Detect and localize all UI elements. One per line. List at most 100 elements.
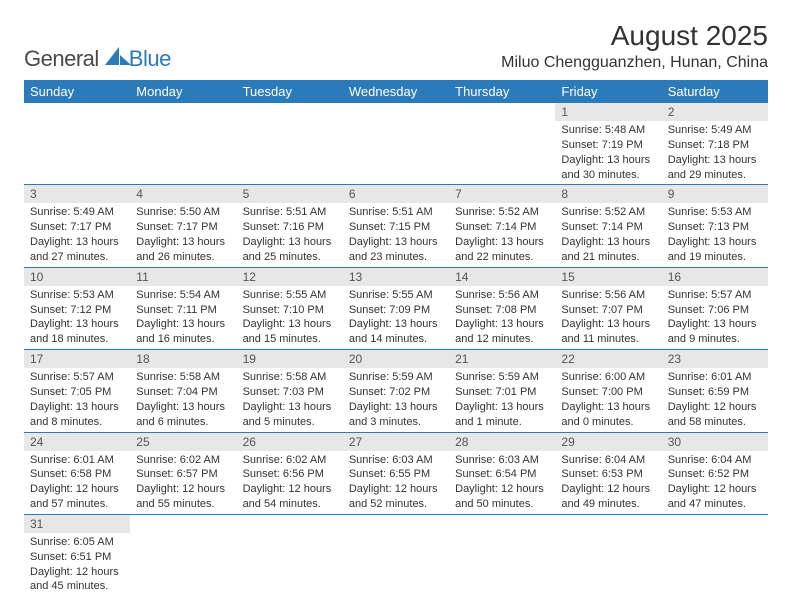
sunrise-text: Sunrise: 5:53 AM xyxy=(30,288,124,303)
day-number: 26 xyxy=(237,433,343,451)
calendar-cell: 22 Sunrise: 6:00 AMSunset: 7:00 PMDayligh… xyxy=(555,350,661,432)
day-number: 27 xyxy=(343,433,449,451)
day-number: 6 xyxy=(343,185,449,203)
location: Miluo Chengguanzhen, Hunan, China xyxy=(501,54,768,72)
calendar-cell: 30Sunrise: 6:04 AMSunset: 6:52 PMDayligh… xyxy=(662,432,768,514)
daylight-text: Daylight: 13 hours and 0 minutes. xyxy=(561,400,655,430)
day-number: 2 xyxy=(662,103,768,121)
daylight-text: Daylight: 12 hours and 45 minutes. xyxy=(30,565,124,595)
sunrise-text: Sunrise: 6:00 AM xyxy=(561,370,655,385)
day-details: Sunrise: 6:03 AMSunset: 6:55 PMDaylight:… xyxy=(343,451,449,514)
sunset-text: Sunset: 7:19 PM xyxy=(561,138,655,153)
weekday-header: Sunday xyxy=(24,80,130,103)
calendar-cell: 29Sunrise: 6:04 AMSunset: 6:53 PMDayligh… xyxy=(555,432,661,514)
daylight-text: Daylight: 13 hours and 26 minutes. xyxy=(136,235,230,265)
sunset-text: Sunset: 7:15 PM xyxy=(349,220,443,235)
day-details: Sunrise: 5:52 AMSunset: 7:14 PMDaylight:… xyxy=(449,203,555,266)
sunset-text: Sunset: 7:06 PM xyxy=(668,303,762,318)
day-number: 4 xyxy=(130,185,236,203)
day-details: Sunrise: 5:53 AMSunset: 7:12 PMDaylight:… xyxy=(24,286,130,349)
calendar-cell xyxy=(662,514,768,596)
daylight-text: Daylight: 13 hours and 21 minutes. xyxy=(561,235,655,265)
sunrise-text: Sunrise: 5:59 AM xyxy=(349,370,443,385)
calendar-table: Sunday Monday Tuesday Wednesday Thursday… xyxy=(24,80,768,596)
sunset-text: Sunset: 7:09 PM xyxy=(349,303,443,318)
weekday-header: Wednesday xyxy=(343,80,449,103)
sunset-text: Sunset: 7:04 PM xyxy=(136,385,230,400)
brand-logo: General Blue xyxy=(24,46,171,72)
sunset-text: Sunset: 6:59 PM xyxy=(668,385,762,400)
sunrise-text: Sunrise: 5:50 AM xyxy=(136,205,230,220)
calendar-row: 24Sunrise: 6:01 AMSunset: 6:58 PMDayligh… xyxy=(24,432,768,514)
calendar-cell: 21Sunrise: 5:59 AMSunset: 7:01 PMDayligh… xyxy=(449,350,555,432)
weekday-header: Thursday xyxy=(449,80,555,103)
sunset-text: Sunset: 7:13 PM xyxy=(668,220,762,235)
calendar-cell: 17Sunrise: 5:57 AMSunset: 7:05 PMDayligh… xyxy=(24,350,130,432)
day-details: Sunrise: 5:50 AMSunset: 7:17 PMDaylight:… xyxy=(130,203,236,266)
sunset-text: Sunset: 7:14 PM xyxy=(561,220,655,235)
calendar-cell: 10Sunrise: 5:53 AMSunset: 7:12 PMDayligh… xyxy=(24,267,130,349)
sunrise-text: Sunrise: 5:57 AM xyxy=(668,288,762,303)
sunset-text: Sunset: 7:11 PM xyxy=(136,303,230,318)
day-details: Sunrise: 6:03 AMSunset: 6:54 PMDaylight:… xyxy=(449,451,555,514)
day-details: Sunrise: 5:58 AMSunset: 7:04 PMDaylight:… xyxy=(130,368,236,431)
day-details: Sunrise: 5:56 AMSunset: 7:07 PMDaylight:… xyxy=(555,286,661,349)
day-number: 14 xyxy=(449,268,555,286)
day-number: 31 xyxy=(24,515,130,533)
day-details: Sunrise: 5:51 AMSunset: 7:16 PMDaylight:… xyxy=(237,203,343,266)
calendar-cell xyxy=(130,103,236,185)
weekday-header: Saturday xyxy=(662,80,768,103)
calendar-row: 31Sunrise: 6:05 AMSunset: 6:51 PMDayligh… xyxy=(24,514,768,596)
sunrise-text: Sunrise: 5:56 AM xyxy=(561,288,655,303)
sunset-text: Sunset: 6:56 PM xyxy=(243,467,337,482)
calendar-cell xyxy=(449,103,555,185)
calendar-cell: 14Sunrise: 5:56 AMSunset: 7:08 PMDayligh… xyxy=(449,267,555,349)
day-details: Sunrise: 5:59 AMSunset: 7:02 PMDaylight:… xyxy=(343,368,449,431)
calendar-cell: 9Sunrise: 5:53 AMSunset: 7:13 PMDaylight… xyxy=(662,185,768,267)
daylight-text: Daylight: 13 hours and 6 minutes. xyxy=(136,400,230,430)
sunrise-text: Sunrise: 5:49 AM xyxy=(668,123,762,138)
calendar-cell xyxy=(237,514,343,596)
daylight-text: Daylight: 13 hours and 25 minutes. xyxy=(243,235,337,265)
day-number: 12 xyxy=(237,268,343,286)
daylight-text: Daylight: 13 hours and 23 minutes. xyxy=(349,235,443,265)
calendar-row: 10Sunrise: 5:53 AMSunset: 7:12 PMDayligh… xyxy=(24,267,768,349)
calendar-cell: 4Sunrise: 5:50 AMSunset: 7:17 PMDaylight… xyxy=(130,185,236,267)
day-details: Sunrise: 6:02 AMSunset: 6:57 PMDaylight:… xyxy=(130,451,236,514)
daylight-text: Daylight: 13 hours and 30 minutes. xyxy=(561,153,655,183)
calendar-cell: 25Sunrise: 6:02 AMSunset: 6:57 PMDayligh… xyxy=(130,432,236,514)
day-number: 17 xyxy=(24,350,130,368)
day-details: Sunrise: 6:02 AMSunset: 6:56 PMDaylight:… xyxy=(237,451,343,514)
sunrise-text: Sunrise: 6:04 AM xyxy=(668,453,762,468)
day-number: 16 xyxy=(662,268,768,286)
daylight-text: Daylight: 13 hours and 12 minutes. xyxy=(455,317,549,347)
calendar-cell: 23Sunrise: 6:01 AMSunset: 6:59 PMDayligh… xyxy=(662,350,768,432)
sunrise-text: Sunrise: 6:04 AM xyxy=(561,453,655,468)
sail-icon xyxy=(105,47,131,70)
day-details: Sunrise: 6:01 AMSunset: 6:58 PMDaylight:… xyxy=(24,451,130,514)
day-number: 19 xyxy=(237,350,343,368)
month-title: August 2025 xyxy=(501,20,768,52)
calendar-cell: 12Sunrise: 5:55 AMSunset: 7:10 PMDayligh… xyxy=(237,267,343,349)
day-details: Sunrise: 5:54 AMSunset: 7:11 PMDaylight:… xyxy=(130,286,236,349)
day-details: Sunrise: 6:01 AMSunset: 6:59 PMDaylight:… xyxy=(662,368,768,431)
day-number: 22 xyxy=(555,350,661,368)
daylight-text: Daylight: 13 hours and 3 minutes. xyxy=(349,400,443,430)
sunset-text: Sunset: 7:00 PM xyxy=(561,385,655,400)
calendar-cell: 5Sunrise: 5:51 AMSunset: 7:16 PMDaylight… xyxy=(237,185,343,267)
sunset-text: Sunset: 6:58 PM xyxy=(30,467,124,482)
calendar-cell xyxy=(130,514,236,596)
sunset-text: Sunset: 7:16 PM xyxy=(243,220,337,235)
calendar-cell: 31Sunrise: 6:05 AMSunset: 6:51 PMDayligh… xyxy=(24,514,130,596)
sunrise-text: Sunrise: 5:54 AM xyxy=(136,288,230,303)
sunrise-text: Sunrise: 6:02 AM xyxy=(243,453,337,468)
sunset-text: Sunset: 6:52 PM xyxy=(668,467,762,482)
title-block: August 2025 Miluo Chengguanzhen, Hunan, … xyxy=(501,20,768,72)
sunrise-text: Sunrise: 5:48 AM xyxy=(561,123,655,138)
sunset-text: Sunset: 7:17 PM xyxy=(30,220,124,235)
daylight-text: Daylight: 13 hours and 1 minute. xyxy=(455,400,549,430)
sunset-text: Sunset: 7:12 PM xyxy=(30,303,124,318)
daylight-text: Daylight: 12 hours and 52 minutes. xyxy=(349,482,443,512)
day-number: 5 xyxy=(237,185,343,203)
sunrise-text: Sunrise: 5:55 AM xyxy=(349,288,443,303)
